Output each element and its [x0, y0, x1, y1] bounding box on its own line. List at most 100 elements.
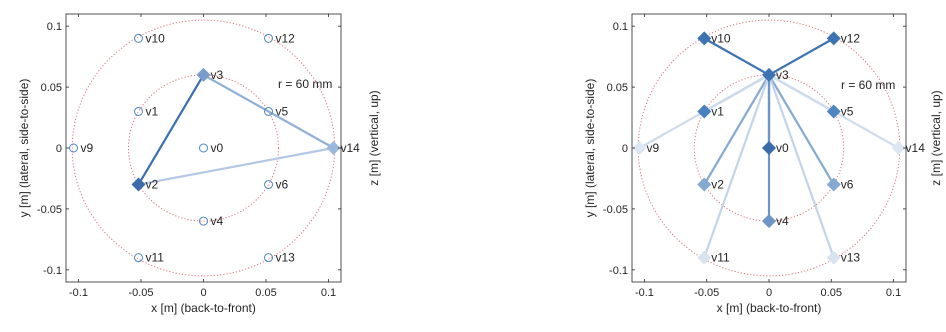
vertex-label-v2: v2 [146, 178, 159, 192]
edge-v2-v14 [137, 146, 335, 186]
x-tick-label: -0.1 [69, 287, 88, 299]
vertex-label-v4: v4 [211, 214, 224, 228]
radius-circle-0 [128, 74, 279, 222]
x-tick-label: -0.05 [694, 287, 719, 299]
vertex-label-v5: v5 [276, 104, 289, 118]
y-tick-label: -0.05 [603, 204, 628, 216]
y-tick-label: 0.1 [613, 21, 628, 33]
vertex-label-v6: v6 [841, 178, 854, 192]
edge-v3-v10 [703, 37, 771, 77]
y-tick-label: -0.05 [37, 204, 62, 216]
x-axis-label: x [m] (back-to-front) [151, 301, 256, 315]
marker-v0 [199, 143, 208, 153]
axes-box [65, 13, 342, 283]
vertex-label-v10: v10 [711, 31, 731, 45]
vertex-label-v3: v3 [211, 68, 224, 82]
vertex-label-v5: v5 [841, 104, 854, 118]
edge-v3-v2 [703, 73, 771, 186]
vertex-label-v1: v1 [146, 104, 159, 118]
edge-v3-v14 [202, 73, 335, 150]
edge-v3-v12 [767, 37, 835, 77]
marker-v4 [762, 214, 776, 229]
radius-annotation: r = 60 mm [278, 77, 332, 91]
axis-ticks: -0.1 -0.05 0 0.05 0.1 -0.1 -0.05 0 0.05 0.1 [37, 14, 341, 299]
marker-v12 [264, 33, 273, 43]
vertex-label-v2: v2 [711, 178, 724, 192]
marker-v2 [697, 177, 712, 192]
x-axis-label: x [m] (back-to-front) [717, 301, 822, 315]
vertex-label-v12: v12 [841, 31, 861, 45]
marker-v5 [826, 104, 841, 119]
radius-circles [71, 19, 336, 277]
vertex-label-v0: v0 [211, 141, 224, 155]
vertex-label-v13: v13 [841, 251, 861, 265]
x-tick-label: 0.05 [255, 287, 276, 299]
marker-v13 [264, 253, 273, 263]
edge-v3-v13 [767, 73, 835, 259]
marker-v9 [69, 143, 78, 153]
marker-v6 [264, 180, 273, 190]
vertex-labels: v0 v1 v2 v3 v4 v5 v6 v9 v10 v11 v12 v13 v14 [646, 31, 925, 264]
x-tick-label: 0 [200, 287, 206, 299]
vertex-label-v6: v6 [276, 178, 289, 192]
edge-lines [137, 73, 335, 186]
x-tick-label: 0.05 [821, 287, 842, 299]
y-tick-label: 0.05 [41, 82, 62, 94]
x-tick-label: 0.1 [321, 287, 336, 299]
vertex-label-v9: v9 [646, 141, 659, 155]
radius-circle-1 [71, 19, 336, 277]
y-axis-label: y [m] (lateral, side-to-side) [583, 79, 597, 218]
marker-v3 [762, 67, 776, 82]
chart-panel-right: v0 v1 v2 v3 v4 v5 v6 v9 v10 v11 v12 v13 v14 -0.1 -0.0… [583, 13, 943, 315]
marker-v13 [826, 250, 841, 265]
vertex-label-v1: v1 [711, 104, 724, 118]
radius-annotation: r = 60 mm [841, 78, 895, 92]
marker-v9 [632, 141, 647, 155]
vertex-markers [69, 33, 341, 263]
vertex-label-v13: v13 [276, 251, 296, 265]
vertex-label-v9: v9 [81, 141, 94, 155]
marker-v3 [196, 67, 211, 82]
x-tick-label: 0 [766, 287, 772, 299]
edge-v3-v2 [137, 73, 205, 186]
vertex-label-v11: v11 [146, 251, 165, 265]
marker-v0 [762, 141, 776, 155]
marker-v10 [697, 31, 712, 46]
marker-v11 [134, 253, 143, 263]
marker-v14 [326, 141, 341, 155]
z-axis-label: z [m] (vertical, up) [929, 90, 943, 185]
y-tick-label: 0 [56, 143, 62, 155]
x-tick-label: -0.1 [635, 287, 654, 299]
marker-v6 [826, 177, 841, 192]
edge-v3-v11 [703, 73, 771, 259]
vertex-labels: v0 v1 v2 v3 v4 v5 v6 v9 v10 v11 v12 v13 v14 [81, 31, 361, 264]
y-axis-label: y [m] (lateral, side-to-side) [17, 79, 31, 218]
x-tick-label: -0.05 [128, 287, 153, 299]
y-tick-label: -0.1 [43, 265, 62, 277]
y-tick-label: -0.1 [609, 265, 628, 277]
edge-v3-v6 [767, 73, 835, 186]
vertex-label-v14: v14 [341, 141, 361, 155]
y-tick-label: 0.05 [607, 82, 628, 94]
vertex-label-v0: v0 [776, 141, 789, 155]
vertex-markers [632, 31, 906, 265]
marker-v12 [826, 31, 841, 46]
vertex-label-v4: v4 [776, 214, 789, 228]
x-tick-label: 0.1 [886, 287, 901, 299]
vertex-label-v12: v12 [276, 31, 296, 45]
marker-v11 [697, 250, 712, 265]
vertex-label-v3: v3 [776, 68, 789, 82]
marker-v5 [264, 106, 273, 116]
marker-v1 [697, 104, 712, 119]
y-tick-label: 0.1 [47, 21, 62, 33]
y-tick-label: 0 [622, 143, 628, 155]
axis-ticks: -0.1 -0.05 0 0.05 0.1 -0.1 -0.05 0 0.05 0.1 [603, 14, 906, 299]
marker-v14 [891, 141, 906, 155]
marker-v2 [131, 177, 146, 192]
z-axis-label: z [m] (vertical, up) [367, 90, 381, 185]
vertex-label-v14: v14 [906, 141, 926, 155]
chart-panel-left: v0 v1 v2 v3 v4 v5 v6 v9 v10 v11 v12 v13 v14 -0.1 -0.0… [17, 13, 381, 315]
vertex-label-v11: v11 [711, 251, 730, 265]
marker-v1 [134, 106, 143, 116]
